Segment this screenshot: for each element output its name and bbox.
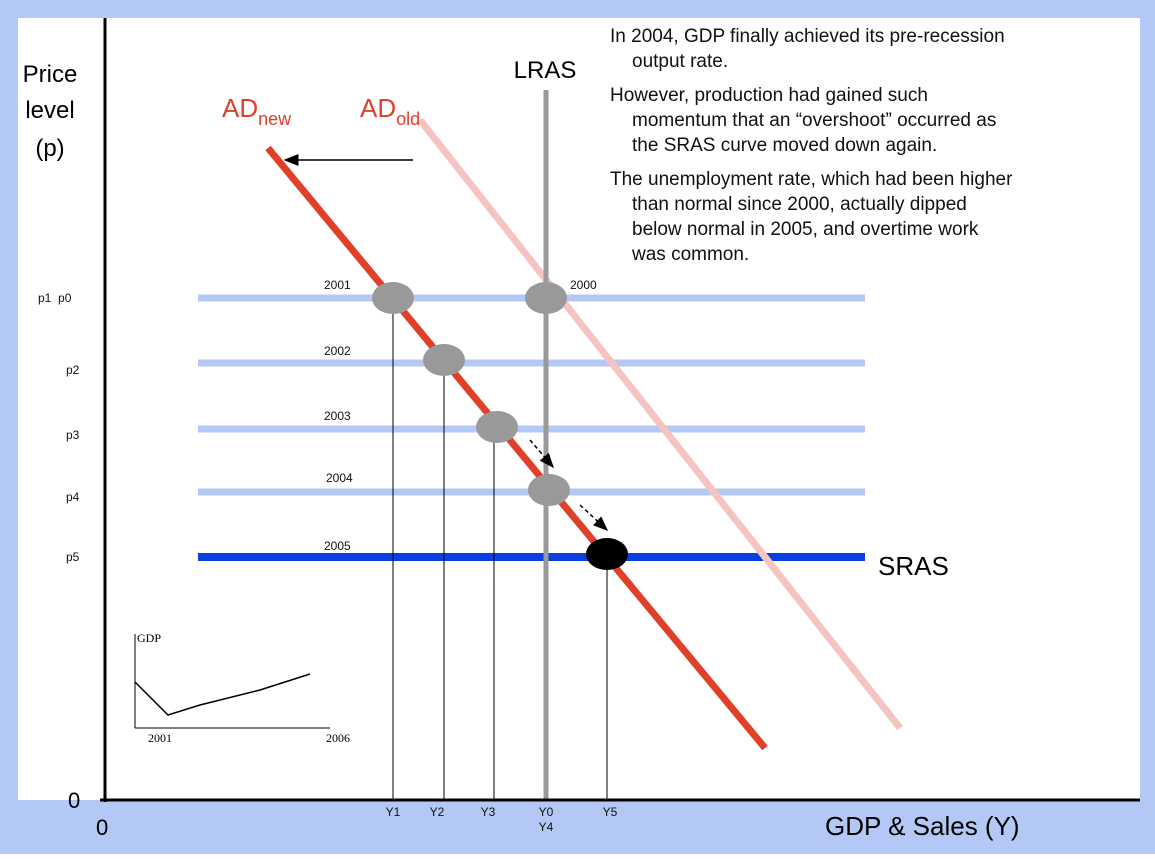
equilibria [372, 282, 628, 570]
note-line: was common. [631, 244, 749, 265]
ad-base: AD [360, 93, 396, 123]
note-line: below normal in 2005, and overtime work [632, 219, 979, 240]
inset-curve [134, 673, 311, 716]
output-labels: Y1 Y2 Y3 Y0 Y4 Y5 [386, 805, 618, 834]
year-label: 2005 [324, 539, 351, 553]
year-labels: 2000 2001 2002 2003 2004 2005 [324, 278, 597, 553]
year-label: 2002 [324, 344, 351, 358]
ad-new-label: ADnew [222, 93, 292, 129]
y-axis-title: Price level (p) [23, 61, 78, 162]
note-line: momentum that an “overshoot” occurred as [632, 110, 996, 131]
year-label: 2004 [326, 471, 353, 485]
y-label-line: (p) [35, 135, 64, 162]
lras-label: LRAS [514, 57, 577, 84]
note-line: In 2004, GDP finally achieved its pre-re… [610, 26, 1005, 47]
ad-sub: old [396, 109, 420, 129]
output-label: Y1 [386, 805, 401, 819]
ad-base: AD [222, 93, 258, 123]
origin-x: 0 [96, 815, 108, 840]
output-label: Y4 [539, 820, 554, 834]
drop-lines [392, 298, 608, 800]
note-line: The unemployment rate, which had been hi… [610, 169, 1013, 190]
year-label: 2000 [570, 278, 597, 292]
note-line: the SRAS curve moved down again. [632, 135, 937, 156]
ad-old-label: ADold [360, 93, 420, 129]
y-label-line: Price [23, 61, 78, 88]
output-label: Y2 [430, 805, 445, 819]
move-arrow [529, 439, 554, 469]
output-label: Y0 [539, 805, 554, 819]
inset-y-label: GDP [137, 631, 161, 645]
note-line: However, production had gained such [610, 85, 928, 106]
note-line: output rate. [632, 51, 728, 72]
inset-x-label: 2006 [326, 731, 350, 745]
year-label: 2001 [324, 278, 351, 292]
note-line: than normal since 2000, actually dipped [632, 194, 967, 215]
y-label-line: level [25, 97, 74, 124]
equilibrium [423, 344, 465, 376]
ad-sub: new [258, 109, 292, 129]
price-labels: p1 p0 p2 p3 p4 p5 [38, 291, 80, 564]
price-label: p2 [66, 363, 80, 377]
price-label: p4 [66, 490, 80, 504]
move-arrow [579, 504, 609, 532]
equilibrium [528, 474, 570, 506]
sras-label: SRAS [878, 551, 949, 581]
equilibrium [372, 282, 414, 314]
year-label: 2003 [324, 409, 351, 423]
output-label: Y3 [481, 805, 496, 819]
equilibrium [476, 411, 518, 443]
x-axis-title: GDP & Sales (Y) [825, 811, 1020, 841]
equilibrium [525, 282, 567, 314]
price-label: p5 [66, 550, 80, 564]
inset: GDP 2001 2006 [134, 631, 350, 745]
price-label: p1 p0 [38, 291, 72, 305]
output-label: Y5 [603, 805, 618, 819]
equilibrium [586, 538, 628, 570]
inset-x-label: 2001 [148, 731, 172, 745]
ad-old-line [417, 117, 903, 731]
origin-y: 0 [68, 788, 80, 813]
notes: In 2004, GDP finally achieved its pre-re… [610, 26, 1013, 265]
price-label: p3 [66, 428, 80, 442]
ad-new-line [265, 145, 768, 751]
panel [18, 18, 1140, 800]
